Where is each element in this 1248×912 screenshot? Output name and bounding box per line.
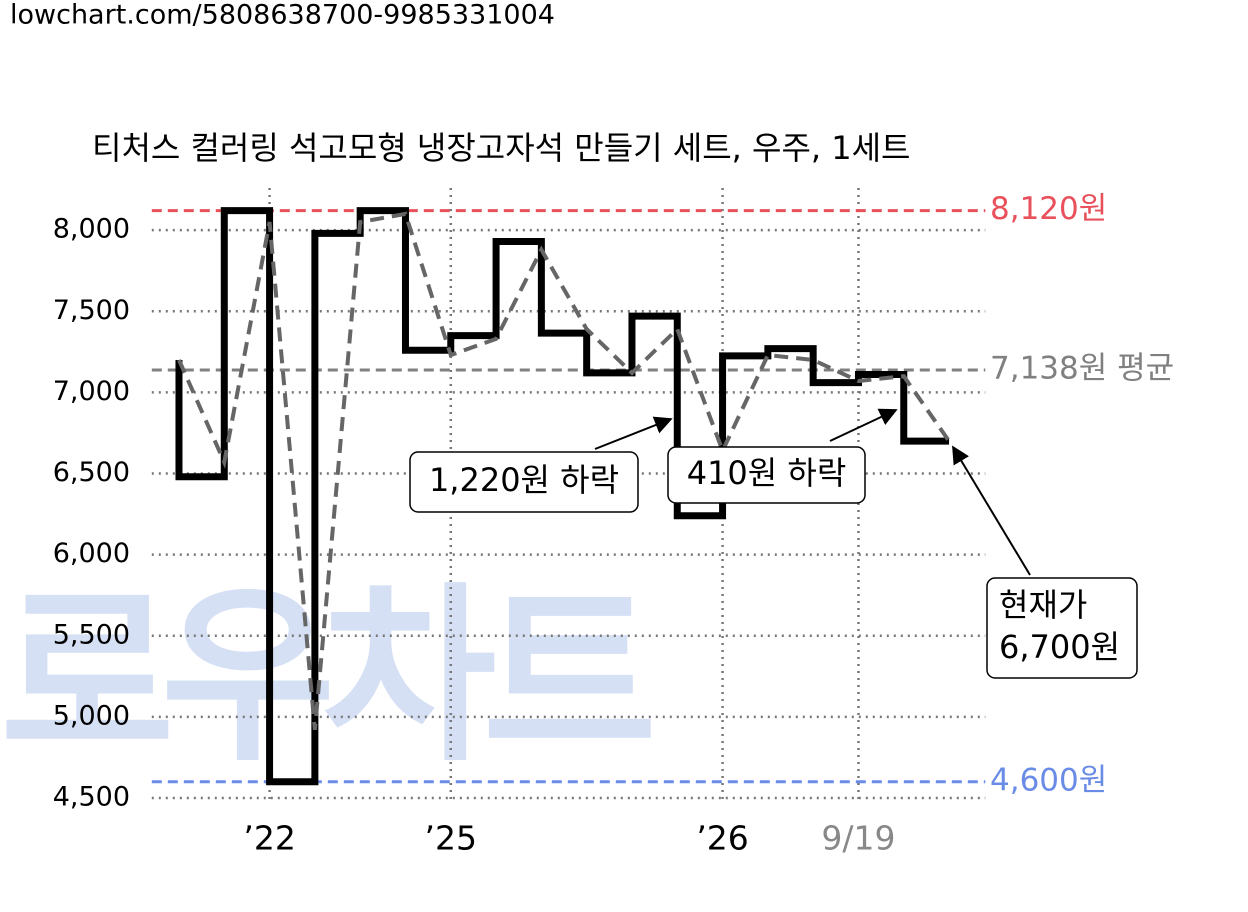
y-tick-label: 6,000 <box>53 538 130 569</box>
annotation-arrow <box>952 445 1031 576</box>
annotation-text: 410원 하락 <box>687 454 847 492</box>
price-line <box>175 207 950 786</box>
x-tick-label: ’22 <box>243 819 295 858</box>
y-tick-label: 4,500 <box>53 782 130 813</box>
y-tick-label: 5,500 <box>53 619 130 650</box>
annotation-arrow <box>829 408 898 442</box>
annotation-arrow <box>594 416 673 450</box>
trend-line <box>177 211 951 731</box>
x-tick-label: ’26 <box>696 819 748 858</box>
y-tick-label: 8,000 <box>53 214 130 245</box>
annotation-box <box>667 446 866 504</box>
y-tick-label: 7,000 <box>53 376 130 407</box>
annotation-text: 현재가 <box>999 586 1087 624</box>
reference-label: 8,120원 <box>990 191 1107 227</box>
x-tick-label: 9/19 <box>821 819 895 858</box>
y-tick-label: 5,000 <box>53 700 130 731</box>
y-tick-label: 7,500 <box>53 295 130 326</box>
reference-label: 4,600원 <box>990 762 1107 798</box>
reference-label: 7,138원 평균 <box>990 351 1174 387</box>
url: lowchart.com/5808638700-9985331004 <box>10 0 555 31</box>
y-tick-label: 6,500 <box>53 457 130 488</box>
annotation-text: 6,700원 <box>999 628 1120 666</box>
x-tick-label: ’25 <box>425 819 477 858</box>
chart-title: 티처스 컬러링 석고모형 냉장고자석 만들기 세트, 우주, 1세트 <box>92 129 910 167</box>
annotation-box <box>409 451 639 513</box>
annotation-box <box>986 577 1138 679</box>
annotation-text: 1,220원 하락 <box>429 461 619 499</box>
watermark: 로우차트 <box>0 566 651 787</box>
